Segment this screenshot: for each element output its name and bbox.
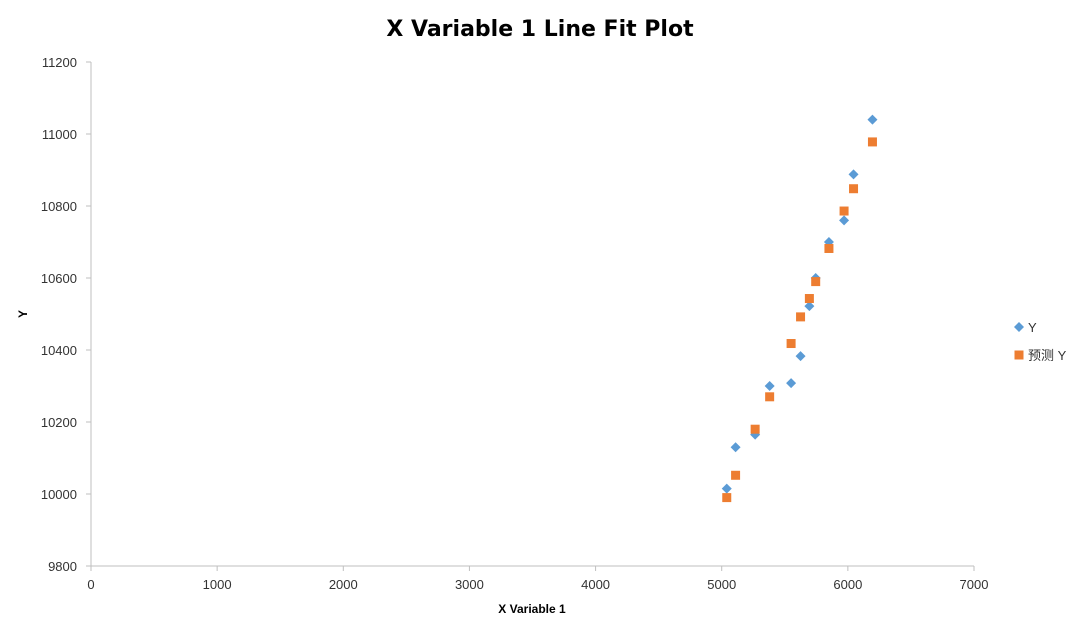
data-point-y xyxy=(867,114,878,125)
x-tick-label: 3000 xyxy=(455,577,484,592)
data-point-predicted-y xyxy=(750,424,760,434)
data-point-y xyxy=(848,169,859,180)
legend-item: Y xyxy=(1014,320,1037,335)
y-tick-label: 11200 xyxy=(42,55,77,70)
y-tick-label: 10600 xyxy=(41,271,77,286)
tick-labels: 9800 10000 10200 10400 10600 10800 11000 11200 0… xyxy=(41,55,989,592)
x-tick-label: 0 xyxy=(87,577,94,592)
y-tick-label: 10200 xyxy=(41,415,77,430)
data-point-y xyxy=(839,215,850,226)
data-point-predicted-y xyxy=(804,294,814,304)
data-point-predicted-y xyxy=(824,243,834,253)
data-point-y xyxy=(795,351,806,362)
legend: Y 预测 Y xyxy=(1014,320,1067,363)
data-point-predicted-y xyxy=(839,206,849,216)
axes xyxy=(86,61,975,571)
legend-label: 预测 Y xyxy=(1028,348,1067,363)
data-point-predicted-y xyxy=(786,339,796,349)
data-points xyxy=(721,114,878,503)
data-point-predicted-y xyxy=(811,277,821,287)
data-point-predicted-y xyxy=(867,137,877,147)
x-tick-label: 5000 xyxy=(707,577,736,592)
x-tick-label: 1000 xyxy=(203,577,232,592)
data-point-predicted-y xyxy=(796,312,806,322)
legend-square-marker xyxy=(1014,350,1024,360)
x-axis-title: X Variable 1 xyxy=(498,602,566,616)
chart-title: X Variable 1 Line Fit Plot xyxy=(386,17,694,42)
x-tick-label: 6000 xyxy=(833,577,862,592)
data-point-y xyxy=(730,442,741,453)
data-point-y xyxy=(786,378,797,389)
y-tick-label: 9800 xyxy=(48,559,77,574)
series-2 xyxy=(722,137,877,503)
x-tick-label: 7000 xyxy=(960,577,989,592)
data-point-y xyxy=(804,301,815,312)
data-point-y xyxy=(764,381,775,391)
y-axis-title: Y xyxy=(16,310,30,318)
data-point-y xyxy=(721,483,732,494)
data-point-predicted-y xyxy=(765,392,775,402)
y-tick-label: 11000 xyxy=(42,127,77,142)
series-1 xyxy=(721,114,878,494)
y-tick-label: 10000 xyxy=(41,487,77,502)
data-point-predicted-y xyxy=(731,470,741,480)
x-tick-label: 4000 xyxy=(581,577,610,592)
legend-item: 预测 Y xyxy=(1014,348,1067,363)
x-tick-label: 2000 xyxy=(329,577,358,592)
legend-label: Y xyxy=(1028,320,1037,335)
y-tick-label: 10800 xyxy=(41,199,77,214)
data-point-predicted-y xyxy=(849,184,859,194)
legend-diamond-marker xyxy=(1014,322,1024,332)
data-point-predicted-y xyxy=(722,493,732,503)
y-tick-label: 10400 xyxy=(41,343,77,358)
